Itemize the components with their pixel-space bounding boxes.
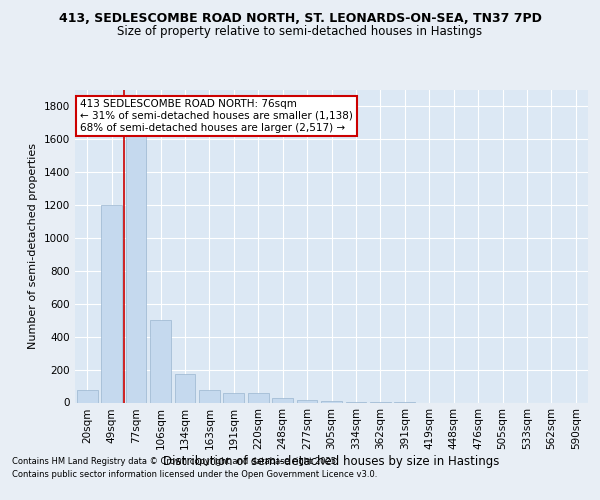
Bar bbox=[223, 394, 244, 402]
Y-axis label: Number of semi-detached properties: Number of semi-detached properties bbox=[28, 143, 38, 349]
Bar bbox=[321, 401, 342, 402]
Text: 413 SEDLESCOMBE ROAD NORTH: 76sqm
← 31% of semi-detached houses are smaller (1,1: 413 SEDLESCOMBE ROAD NORTH: 76sqm ← 31% … bbox=[80, 100, 353, 132]
X-axis label: Distribution of semi-detached houses by size in Hastings: Distribution of semi-detached houses by … bbox=[163, 455, 500, 468]
Text: Size of property relative to semi-detached houses in Hastings: Size of property relative to semi-detach… bbox=[118, 25, 482, 38]
Bar bbox=[101, 205, 122, 402]
Bar bbox=[296, 400, 317, 402]
Bar bbox=[248, 394, 269, 402]
Bar bbox=[272, 398, 293, 402]
Bar bbox=[77, 390, 98, 402]
Bar bbox=[199, 390, 220, 402]
Text: Contains HM Land Registry data © Crown copyright and database right 2025.: Contains HM Land Registry data © Crown c… bbox=[12, 458, 338, 466]
Bar bbox=[175, 374, 196, 402]
Text: Contains public sector information licensed under the Open Government Licence v3: Contains public sector information licen… bbox=[12, 470, 377, 479]
Text: 413, SEDLESCOMBE ROAD NORTH, ST. LEONARDS-ON-SEA, TN37 7PD: 413, SEDLESCOMBE ROAD NORTH, ST. LEONARD… bbox=[59, 12, 541, 26]
Bar bbox=[150, 320, 171, 402]
Bar bbox=[125, 131, 146, 402]
